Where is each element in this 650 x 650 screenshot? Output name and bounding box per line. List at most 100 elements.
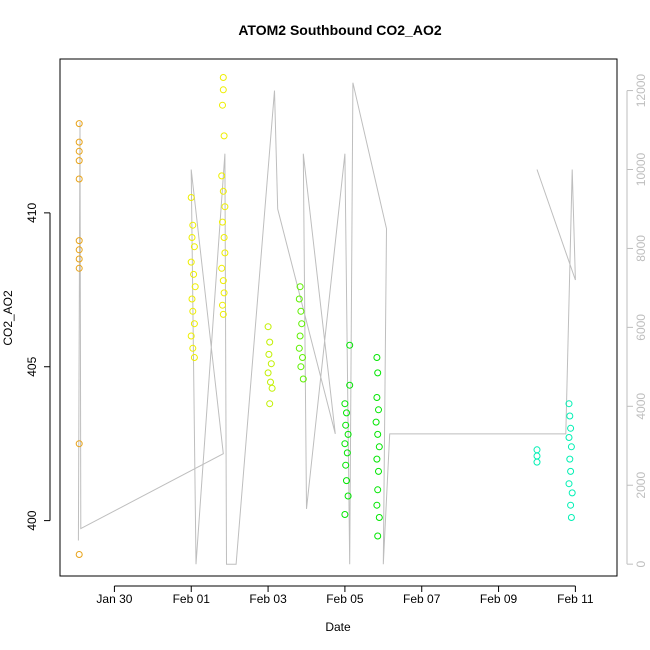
scatter-points-group [75,74,576,558]
data-point [264,323,272,331]
x-tick-label: Jan 30 [96,592,132,606]
data-point [374,532,382,540]
data-point [341,511,349,518]
data-point [75,551,83,558]
data-point [187,194,195,201]
data-point [374,369,382,377]
data-point [299,375,307,383]
data-point [219,310,227,318]
data-point [267,360,275,368]
data-point [565,400,573,408]
data-point [375,443,383,451]
data-point [221,249,229,257]
data-point [298,320,306,328]
data-point [373,394,381,401]
x-tick-label: Feb 01 [173,592,211,606]
y2-tick-label: 4000 [634,393,648,420]
data-point [342,421,350,429]
data-point [266,400,274,408]
data-point [75,157,83,165]
data-point [297,363,305,371]
y-axis-label: CO2_AO2 [1,290,15,346]
plot-frame [59,58,618,577]
data-point [567,501,575,509]
data-point [219,101,226,109]
data-point [374,486,382,494]
data-point [346,341,354,349]
secondary-series-line-group [77,82,576,565]
data-point [190,270,198,278]
x-tick-label: Feb 09 [480,592,518,606]
data-point [218,264,226,272]
data-point [342,461,350,469]
data-point [266,338,274,346]
data-point [268,384,276,392]
data-point [75,246,83,254]
data-point [219,86,227,94]
data-point [297,307,305,315]
data-point [373,501,381,509]
data-point [295,344,303,352]
y2-tick-label: 6000 [634,314,648,341]
data-point [190,354,198,361]
data-point [346,381,354,389]
x-tick-label: Feb 11 [557,592,594,606]
y-axis: 400 405 410 [25,203,51,531]
data-point [343,477,350,485]
chart-title: ATOM2 Southbound CO2_AO2 [238,22,441,38]
data-point [75,147,83,155]
data-point [566,412,574,420]
x-axis: Jan 30 Feb 01 Feb 03 Feb 05 Feb 07 Feb 09 Feb … [96,585,594,606]
data-point [219,277,227,285]
data-point [219,74,227,81]
data-point [344,492,352,500]
secondary-y-axis: 0 2000 4000 6000 8000 10000 12000 [626,74,648,568]
data-point [75,264,83,272]
data-point [343,449,351,457]
data-point [375,467,382,475]
data-point [220,132,228,140]
data-point [566,455,574,463]
data-point [75,138,83,146]
data-point [220,234,228,241]
data-point [220,289,228,297]
data-point [374,430,382,438]
data-point [372,418,380,426]
data-point [533,458,541,466]
data-point [567,424,575,432]
data-point [75,440,83,448]
data-point [533,452,541,460]
x-tick-label: Feb 03 [249,592,287,606]
y2-tick-label: 2000 [634,472,648,499]
data-point [189,344,197,352]
data-point [219,187,227,195]
y2-tick-label: 12000 [634,74,648,108]
y2-tick-label: 10000 [634,152,648,186]
data-point [373,455,381,463]
data-point [189,307,197,315]
y2-tick-label: 0 [634,561,648,568]
data-point [341,400,349,408]
data-point [75,120,83,128]
data-point [219,301,226,309]
data-point [565,480,573,488]
data-point [373,354,381,361]
data-point [219,218,226,226]
data-point [567,443,575,451]
secondary-series-line [77,82,576,565]
data-point [189,221,197,229]
data-point [265,350,273,358]
data-point [296,332,304,340]
data-point [187,332,195,340]
y-tick-label: 410 [25,203,39,223]
x-tick-label: Feb 05 [326,592,364,606]
data-point [343,409,350,417]
data-point [190,320,198,328]
data-point [375,406,382,414]
data-point [187,258,195,266]
data-point [299,354,306,361]
data-point [188,234,196,241]
data-point [75,255,83,263]
data-point [264,369,272,377]
